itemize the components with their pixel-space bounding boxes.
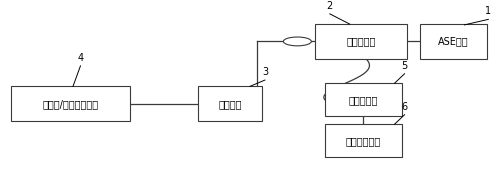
Text: 5: 5 <box>402 61 407 71</box>
Bar <box>10 86 130 121</box>
Text: 1: 1 <box>486 6 492 16</box>
Text: 传感单元: 传感单元 <box>218 99 242 109</box>
Bar <box>315 24 407 59</box>
Text: 光电转换器: 光电转换器 <box>348 95 378 105</box>
Circle shape <box>284 37 312 46</box>
Bar <box>420 24 487 59</box>
Text: ASE光源: ASE光源 <box>438 37 468 46</box>
Text: 光纤耦合器: 光纤耦合器 <box>346 37 376 46</box>
Text: 铜离子/细菌容纳装置: 铜离子/细菌容纳装置 <box>42 99 98 109</box>
Text: 4: 4 <box>78 53 84 63</box>
Text: 3: 3 <box>262 67 268 77</box>
Bar <box>198 86 262 121</box>
Bar <box>325 83 402 116</box>
Text: 2: 2 <box>326 1 333 11</box>
Bar <box>325 124 402 157</box>
Text: 6: 6 <box>402 102 407 112</box>
Text: 信号处理模块: 信号处理模块 <box>346 136 381 146</box>
